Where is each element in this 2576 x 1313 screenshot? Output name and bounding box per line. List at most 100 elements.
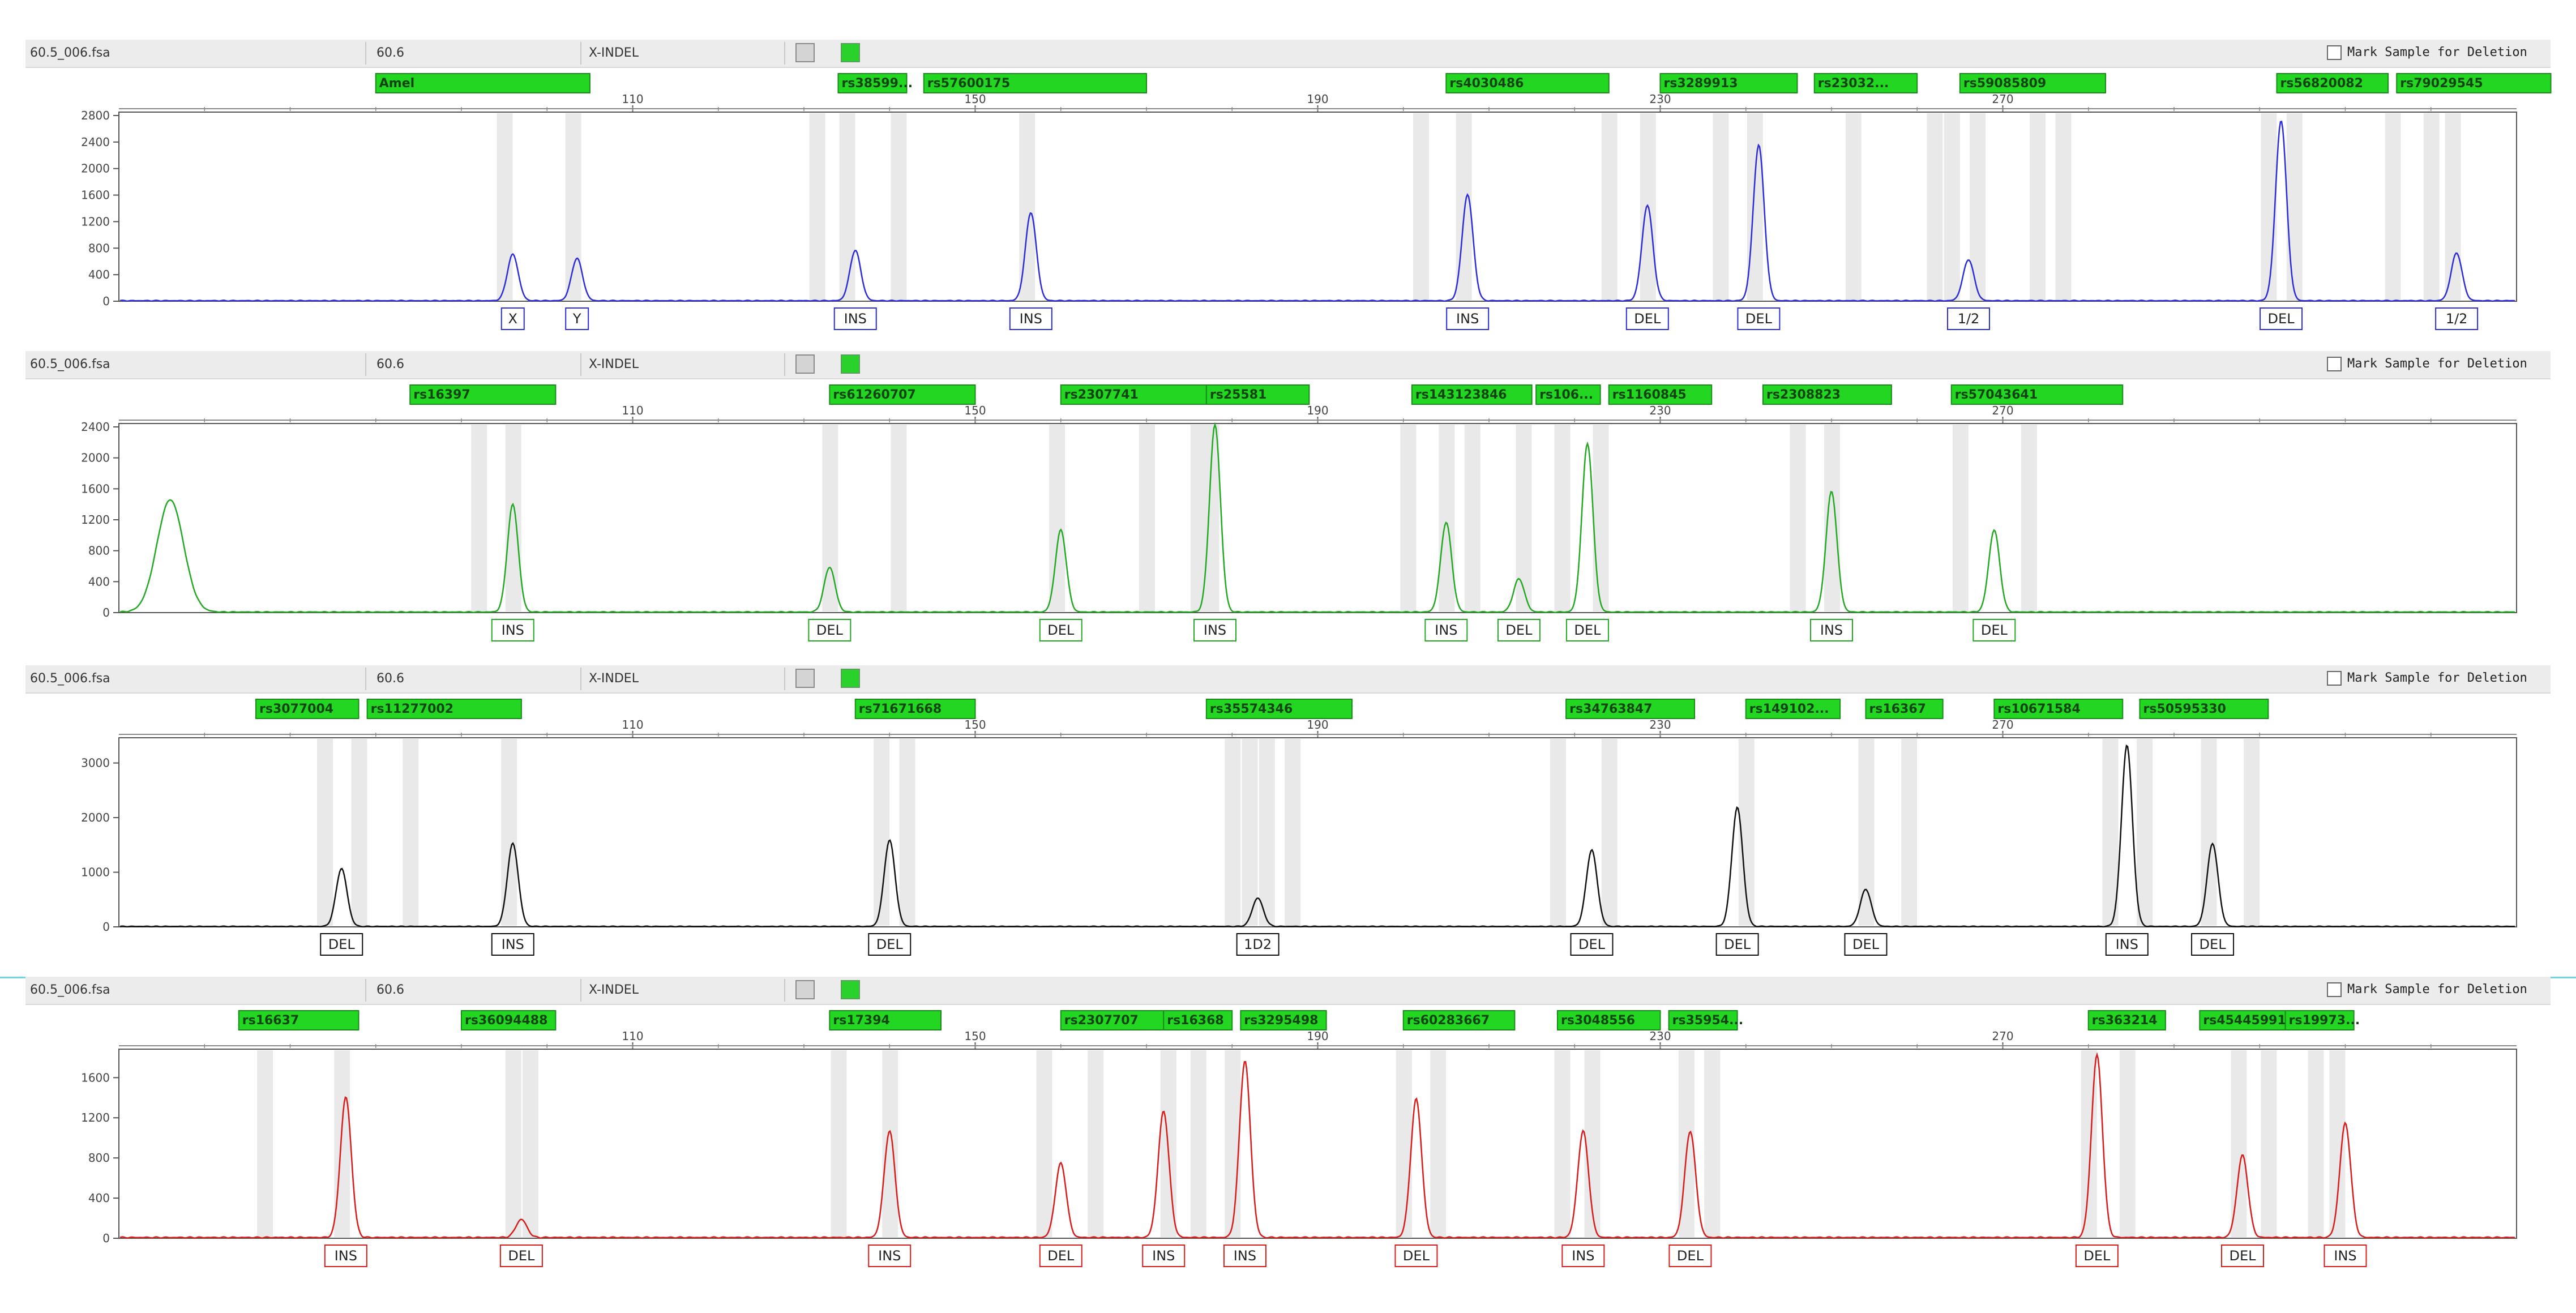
allele-call[interactable]: DEL [808,619,851,641]
allele-call-box[interactable] [1715,933,1759,956]
locus-marker[interactable]: rs35954... [1668,1010,1744,1030]
locus-marker-box[interactable] [2284,1010,2355,1030]
allele-call[interactable]: INS [2105,933,2149,956]
locus-marker[interactable]: rs50595330 [2139,699,2269,719]
locus-marker-box[interactable] [1240,1010,1327,1030]
allele-call[interactable]: DEL [1394,1244,1438,1267]
locus-marker-box[interactable] [1668,1010,1738,1030]
locus-marker-box[interactable] [1535,384,1601,405]
allele-call-box[interactable] [1039,1244,1082,1267]
mark-deletion-checkbox[interactable] [2327,982,2342,997]
locus-marker[interactable]: rs3048556 [1557,1010,1661,1030]
plot-view-button[interactable] [841,980,860,999]
allele-call[interactable]: INS [1193,619,1236,641]
locus-marker-box[interactable] [1608,384,1713,405]
locus-marker[interactable]: rs60283667 [1402,1010,1516,1030]
locus-marker[interactable]: rs61260707 [829,384,976,405]
allele-call-box[interactable] [1497,619,1541,641]
table-view-button[interactable] [795,43,815,62]
locus-marker-box[interactable] [1813,73,1918,93]
locus-marker[interactable]: rs16637 [238,1010,360,1030]
allele-call-box[interactable] [2075,1244,2119,1267]
table-view-button[interactable] [795,980,815,999]
locus-marker-box[interactable] [1865,699,1944,719]
allele-call-box[interactable] [1570,933,1614,956]
allele-call[interactable]: DEL [320,933,363,956]
locus-marker[interactable]: rs71671668 [854,699,976,719]
locus-marker[interactable]: rs16367 [1865,699,1944,719]
allele-call[interactable]: X [500,307,525,330]
allele-call-box[interactable] [500,307,525,330]
locus-marker[interactable]: rs17394 [829,1010,942,1030]
locus-marker[interactable]: rs3289913 [1659,73,1798,93]
allele-call[interactable]: INS [1561,1244,1605,1267]
allele-call-box[interactable] [2191,933,2235,956]
locus-marker-box[interactable] [1950,384,2124,405]
locus-marker[interactable]: rs59085809 [1959,73,2106,93]
table-view-button[interactable] [795,354,815,374]
allele-call-box[interactable] [499,1244,543,1267]
allele-call[interactable]: DEL [499,1244,543,1267]
locus-marker[interactable]: rs2308823 [1762,384,1892,405]
allele-call-box[interactable] [1565,619,1609,641]
locus-marker[interactable]: rs1160845 [1608,384,1713,405]
allele-call-box[interactable] [1193,619,1236,641]
mark-deletion-checkbox[interactable] [2327,671,2342,686]
allele-call-box[interactable] [1039,619,1082,641]
locus-marker-box[interactable] [829,384,976,405]
allele-call[interactable]: INS [833,307,877,330]
locus-marker-box[interactable] [1993,699,2124,719]
allele-call-box[interactable] [1947,307,1990,330]
allele-call-box[interactable] [1810,619,1853,641]
locus-marker[interactable]: rs34763847 [1565,699,1695,719]
allele-call-box[interactable] [868,933,912,956]
locus-marker[interactable]: rs2307741 [1060,384,1207,405]
allele-call-box[interactable] [868,1244,912,1267]
allele-call[interactable]: INS [868,1244,912,1267]
locus-marker[interactable]: rs79029545 [2396,73,2552,93]
allele-call[interactable]: DEL [2191,933,2235,956]
allele-call-box[interactable] [2105,933,2149,956]
locus-marker[interactable]: rs11277002 [366,699,522,719]
locus-marker-box[interactable] [461,1010,557,1030]
locus-marker[interactable]: rs10671584 [1993,699,2124,719]
allele-call[interactable]: DEL [2075,1244,2119,1267]
allele-call[interactable]: DEL [1715,933,1759,956]
locus-marker-box[interactable] [1762,384,1892,405]
allele-call[interactable]: INS [1424,619,1468,641]
allele-call[interactable]: DEL [2260,307,2303,330]
locus-marker-box[interactable] [1060,384,1207,405]
locus-marker-box[interactable] [2199,1010,2286,1030]
allele-call-box[interactable] [1844,933,1888,956]
allele-call[interactable]: 1D2 [1236,933,1280,956]
allele-call[interactable]: Y [565,307,589,330]
locus-marker[interactable]: rs35574346 [1205,699,1353,719]
allele-call[interactable]: INS [1810,619,1853,641]
locus-marker-box[interactable] [1745,699,1841,719]
locus-marker-box[interactable] [238,1010,360,1030]
locus-marker[interactable]: rs3295498 [1240,1010,1327,1030]
allele-call-box[interactable] [1223,1244,1266,1267]
mark-sample-for-deletion[interactable]: Mark Sample for Deletion [2327,980,2527,999]
allele-call[interactable]: DEL [1039,619,1082,641]
allele-call-box[interactable] [1737,307,1781,330]
locus-marker[interactable]: rs57043641 [1950,384,2124,405]
locus-marker-box[interactable] [1411,384,1533,405]
locus-marker-box[interactable] [2276,73,2389,93]
allele-call-box[interactable] [2435,307,2479,330]
locus-marker[interactable]: rs363214 [2087,1010,2166,1030]
locus-marker-box[interactable] [829,1010,942,1030]
locus-marker-box[interactable] [366,699,522,719]
locus-marker-box[interactable] [409,384,557,405]
allele-call[interactable]: DEL [1565,619,1609,641]
locus-marker[interactable]: rs23032... [1813,73,1918,93]
mark-sample-for-deletion[interactable]: Mark Sample for Deletion [2327,354,2527,374]
plot-view-button[interactable] [841,354,860,374]
locus-marker-box[interactable] [1557,1010,1661,1030]
locus-marker-box[interactable] [1445,73,1610,93]
allele-call[interactable]: INS [491,933,534,956]
locus-marker[interactable]: rs16397 [409,384,557,405]
locus-marker-box[interactable] [255,699,360,719]
allele-call[interactable]: DEL [1570,933,1614,956]
locus-marker-box[interactable] [1205,384,1310,405]
